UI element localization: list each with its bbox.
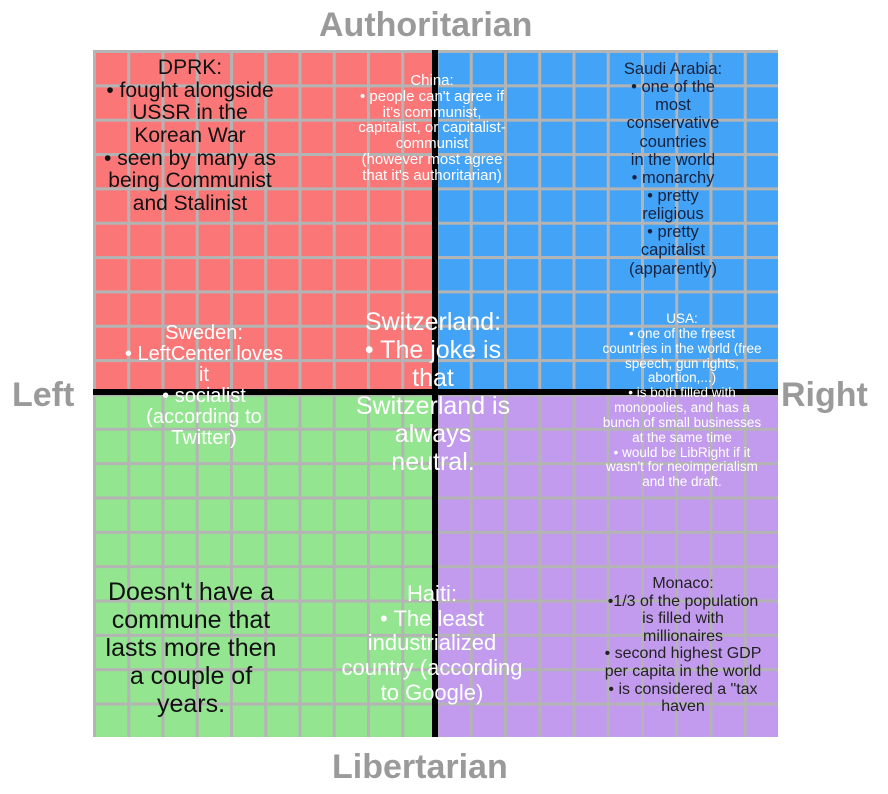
label-saudi-arabia: Saudi Arabia: • one of the most conserva…	[623, 60, 723, 278]
political-compass: DPRK: • fought alongside USSR in the Kor…	[93, 50, 778, 737]
axis-label-libertarian: Libertarian	[332, 748, 508, 786]
label-no-commune: Doesn't have a commune that lasts more t…	[105, 578, 277, 718]
label-haiti: Haiti: • The least industrialized countr…	[341, 581, 523, 705]
horizontal-axis-line	[93, 389, 778, 395]
axis-label-right: Right	[781, 376, 868, 414]
label-switzerland: Switzerland: • The joke is that Switzerl…	[355, 308, 511, 476]
label-china: China: • people can't agree if it's comm…	[358, 72, 506, 184]
label-dprk: DPRK: • fought alongside USSR in the Kor…	[104, 56, 276, 216]
axis-label-left: Left	[12, 376, 75, 414]
label-monaco: Monaco: •1/3 of the population is filled…	[604, 575, 762, 716]
label-usa: USA: • one of the freest countries in th…	[602, 311, 762, 490]
axis-label-authoritarian: Authoritarian	[319, 6, 533, 44]
label-sweden: Sweden: • LeftCenter loves it • socialis…	[124, 322, 284, 449]
